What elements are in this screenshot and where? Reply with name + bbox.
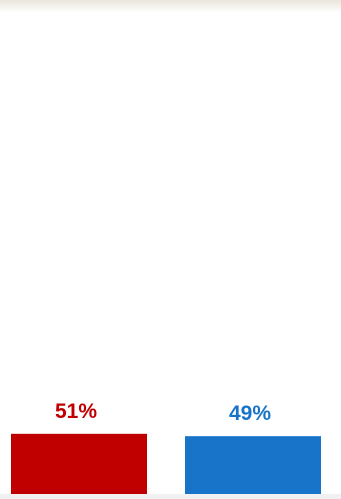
chart-baseline — [0, 494, 341, 499]
bar-1 — [11, 433, 147, 494]
bar-2 — [185, 436, 321, 494]
top-image-edge — [0, 0, 341, 12]
bar-1-value-label: 51% — [55, 400, 97, 423]
bar-2-value-label: 49% — [229, 402, 271, 425]
